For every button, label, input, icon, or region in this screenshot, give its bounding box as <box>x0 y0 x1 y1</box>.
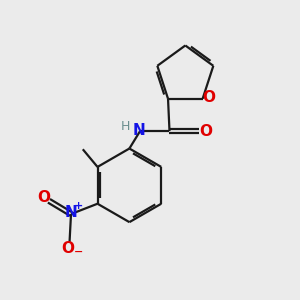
Text: O: O <box>202 90 216 105</box>
Text: H: H <box>121 120 130 133</box>
Text: O: O <box>61 241 75 256</box>
Text: O: O <box>199 124 212 139</box>
Text: O: O <box>37 190 50 205</box>
Text: −: − <box>74 246 83 256</box>
Text: N: N <box>132 123 145 138</box>
Text: +: + <box>74 201 83 211</box>
Text: N: N <box>64 205 77 220</box>
